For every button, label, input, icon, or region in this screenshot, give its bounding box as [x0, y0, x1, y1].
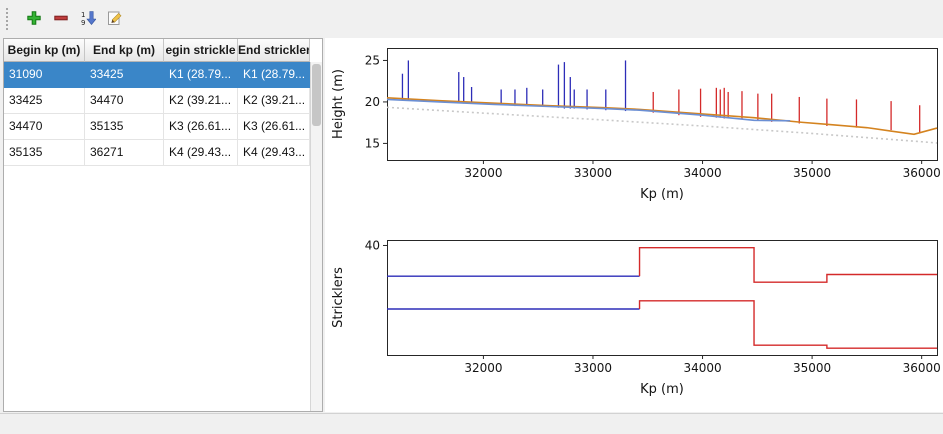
svg-text:15: 15 [365, 136, 380, 150]
table-row[interactable]: 33425 34470 K2 (39.21... K2 (39.21... [4, 88, 322, 114]
svg-text:Height (m): Height (m) [331, 69, 346, 139]
svg-text:34000: 34000 [683, 361, 721, 375]
cell-end-kp[interactable]: 35135 [85, 114, 164, 140]
table-row[interactable]: 35135 36271 K4 (29.43... K4 (29.43... [4, 140, 322, 166]
svg-text:9: 9 [81, 19, 85, 26]
svg-text:35000: 35000 [793, 166, 831, 180]
cell-begin-strickler[interactable]: K3 (26.61... [164, 114, 238, 140]
column-header-end-strickler[interactable]: End strickler [238, 39, 310, 62]
svg-text:33000: 33000 [574, 361, 612, 375]
svg-text:36000: 36000 [903, 166, 941, 180]
add-row-button[interactable] [20, 7, 47, 32]
cell-end-kp[interactable]: 34470 [85, 88, 164, 114]
cell-begin-kp[interactable]: 35135 [4, 140, 85, 166]
strickler-table-panel: Begin kp (m) End kp (m) egin strickle En… [3, 38, 323, 412]
svg-text:Stricklers: Stricklers [331, 267, 346, 328]
cell-begin-kp[interactable]: 31090 [4, 62, 85, 88]
cell-end-strickler[interactable]: K4 (29.43... [238, 140, 310, 166]
column-header-end-kp[interactable]: End kp (m) [85, 39, 164, 62]
cell-end-strickler[interactable]: K1 (28.79... [238, 62, 310, 88]
cell-begin-strickler[interactable]: K2 (39.21... [164, 88, 238, 114]
table-vertical-scrollbar[interactable] [310, 62, 322, 411]
stricklers-vs-kp-chart: 32000 33000 34000 35000 36000 40 Kp (m) Strickl… [331, 238, 941, 397]
table-header-row: Begin kp (m) End kp (m) egin strickle En… [4, 39, 322, 62]
svg-text:36000: 36000 [903, 361, 941, 375]
table-row[interactable]: 31090 33425 K1 (28.79... K1 (28.79... [4, 62, 322, 88]
toolbar: 1 9 [0, 0, 943, 36]
scrollbar-thumb[interactable] [312, 64, 321, 126]
height-vs-kp-chart: 32000 33000 34000 35000 36000 15 20 25 Kp (m) Hei… [331, 48, 941, 202]
minus-icon [53, 10, 69, 29]
cell-begin-strickler[interactable]: K4 (29.43... [164, 140, 238, 166]
pencil-icon [107, 10, 123, 29]
status-bar [0, 413, 943, 434]
column-header-begin-strickler[interactable]: egin strickle [164, 39, 238, 62]
svg-text:32000: 32000 [464, 361, 502, 375]
svg-text:32000: 32000 [464, 166, 502, 180]
svg-text:20: 20 [365, 95, 380, 109]
cell-end-kp[interactable]: 33425 [85, 62, 164, 88]
cell-end-strickler[interactable]: K2 (39.21... [238, 88, 310, 114]
plus-icon [26, 10, 42, 29]
charts-panel: 32000 33000 34000 35000 36000 15 20 25 Kp (m) Hei… [325, 38, 943, 412]
svg-text:1: 1 [81, 11, 85, 19]
remove-row-button[interactable] [47, 7, 74, 32]
svg-text:Kp (m): Kp (m) [640, 187, 684, 202]
sort-button[interactable]: 1 9 [74, 7, 101, 32]
svg-text:25: 25 [365, 53, 380, 67]
cell-begin-strickler[interactable]: K1 (28.79... [164, 62, 238, 88]
cell-begin-kp[interactable]: 33425 [4, 88, 85, 114]
column-header-begin-kp[interactable]: Begin kp (m) [4, 39, 85, 62]
edit-button[interactable] [101, 7, 128, 32]
cell-end-kp[interactable]: 36271 [85, 140, 164, 166]
cell-end-strickler[interactable]: K3 (26.61... [238, 114, 310, 140]
sort-numeric-icon: 1 9 [80, 10, 97, 29]
svg-text:40: 40 [365, 238, 380, 252]
svg-text:34000: 34000 [683, 166, 721, 180]
svg-text:33000: 33000 [574, 166, 612, 180]
table-row[interactable]: 34470 35135 K3 (26.61... K3 (26.61... [4, 114, 322, 140]
svg-text:Kp (m): Kp (m) [640, 382, 684, 397]
toolbar-grip[interactable] [6, 8, 13, 30]
cell-begin-kp[interactable]: 34470 [4, 114, 85, 140]
svg-text:35000: 35000 [793, 361, 831, 375]
